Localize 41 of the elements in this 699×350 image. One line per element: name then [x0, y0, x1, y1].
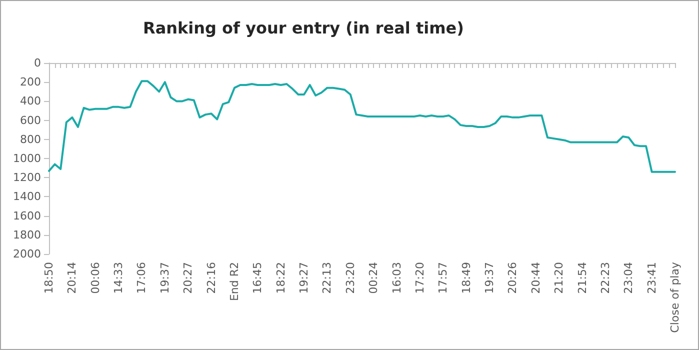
x-tick-label: 23:41 — [645, 262, 658, 294]
chart-title: Ranking of your entry (in real time) — [143, 18, 464, 38]
x-tick-label: 20:27 — [182, 262, 195, 294]
y-tick-label: 200 — [20, 76, 41, 89]
x-tick-label: 16:45 — [251, 262, 264, 294]
x-tick-label: 18:50 — [42, 262, 56, 294]
y-tick-label: 1600 — [13, 209, 41, 222]
y-tick-label: 0 — [34, 56, 41, 70]
x-tick-label: 18:22 — [274, 262, 288, 294]
x-tick-label: 21:54 — [576, 262, 589, 294]
y-tick-label: 2000 — [13, 248, 41, 260]
y-tick-label: 600 — [20, 114, 41, 127]
x-tick-label: 21:20 — [552, 262, 566, 294]
x-tick-label: 22:23 — [598, 262, 612, 294]
x-tick-label: End R2 — [228, 262, 241, 302]
x-tick-label: 16:03 — [390, 262, 404, 294]
x-tick-label: 20:26 — [506, 262, 520, 294]
x-tick-label: 22:16 — [204, 262, 218, 294]
x-tick-label: 23:04 — [622, 262, 636, 294]
x-tick-label: Close of play — [668, 262, 682, 333]
x-tick-label: 18:49 — [460, 262, 473, 294]
x-tick-label: 20:44 — [529, 262, 542, 294]
x-tick-label: 19:37 — [483, 262, 496, 294]
y-tick-label: 1000 — [13, 152, 41, 165]
x-tick-label: 14:33 — [112, 262, 126, 294]
x-tick-label: 20:14 — [66, 262, 79, 294]
x-tick-label: 17:20 — [413, 262, 426, 294]
y-tick-label: 1400 — [13, 190, 41, 204]
x-tick-label: 17:06 — [135, 262, 148, 294]
x-tick-label: 00:24 — [367, 262, 380, 294]
x-tick-label: 23:20 — [344, 262, 357, 294]
x-tick-label: 19:37 — [158, 262, 172, 294]
y-tick-label: 1800 — [13, 228, 41, 242]
y-tick-label: 800 — [20, 132, 41, 146]
x-tick-label: 19:27 — [298, 262, 311, 294]
x-tick-label: 22:13 — [320, 262, 334, 294]
x-tick-label: 17:57 — [436, 262, 450, 294]
line-series — [48, 80, 676, 173]
y-tick-label: 400 — [20, 94, 41, 108]
y-tick-label: 1200 — [13, 171, 41, 184]
x-tick-label: 00:06 — [88, 262, 102, 294]
